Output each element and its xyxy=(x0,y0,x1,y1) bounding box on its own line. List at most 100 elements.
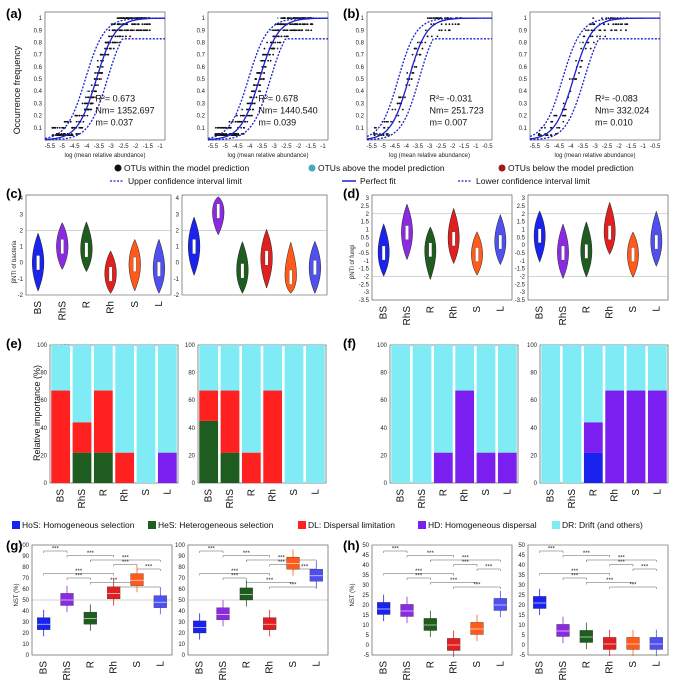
ytick-label: 0.5 xyxy=(34,77,43,83)
significance-stars: *** xyxy=(450,578,458,584)
otu-point xyxy=(146,29,149,32)
otu-point xyxy=(100,78,103,80)
otu-point xyxy=(143,23,146,26)
significance-stars: *** xyxy=(52,547,60,553)
otu-point xyxy=(142,29,145,32)
otu-point xyxy=(101,53,104,56)
significance-stars: *** xyxy=(629,583,637,589)
otu-point xyxy=(411,53,414,56)
box-L xyxy=(649,637,663,650)
ytick-label: 0.7 xyxy=(34,53,43,59)
otu-point xyxy=(106,53,109,56)
xtick-label: -4 xyxy=(404,144,410,150)
significance-bracket xyxy=(586,582,634,585)
otu-point xyxy=(607,23,610,26)
otu-point xyxy=(587,29,590,32)
ytick-label: 100 xyxy=(185,343,196,349)
significance-bracket xyxy=(562,555,610,558)
otu-point xyxy=(260,78,263,80)
otu-point xyxy=(295,23,298,26)
otu-point xyxy=(97,84,99,87)
bar-segment-DL xyxy=(72,422,92,453)
otu-point xyxy=(421,47,424,50)
otu-point xyxy=(619,23,622,26)
xtick-label: -5.5 xyxy=(530,144,541,150)
significance-bracket xyxy=(269,586,317,589)
otu-point xyxy=(259,90,262,93)
xtick-label: -0.5 xyxy=(650,144,661,150)
legend-perfect-label: Perfect fit xyxy=(360,176,397,186)
otu-point xyxy=(91,102,93,105)
otu-point xyxy=(255,96,258,99)
xtick-label: -5 xyxy=(222,144,228,150)
significance-stars: *** xyxy=(618,556,626,562)
bar-segment-DL xyxy=(199,390,219,421)
otu-point xyxy=(144,29,147,32)
ytick-label: 60 xyxy=(40,398,47,404)
otu-point xyxy=(424,29,427,32)
xtick-label: -1 xyxy=(640,144,646,150)
confidence-limit-line xyxy=(367,38,492,141)
ytick-label: 3 xyxy=(176,212,180,218)
x-axis-label: log (mean relative abundance) xyxy=(554,153,635,159)
otu-point xyxy=(262,78,265,80)
otu-point xyxy=(438,29,441,32)
violin-box-L xyxy=(498,234,503,250)
bar-segment-DR xyxy=(93,345,113,391)
ytick-label: 0.1 xyxy=(34,126,43,132)
otu-point xyxy=(240,108,243,111)
otu-point xyxy=(580,47,583,50)
violin-box-RhS xyxy=(405,225,409,240)
otu-point xyxy=(121,35,124,38)
violin-box-RhS xyxy=(561,245,565,261)
xtick-label: -4 xyxy=(84,144,90,150)
group-label: S xyxy=(132,661,143,668)
significance-stars: *** xyxy=(415,574,423,580)
significance-bracket xyxy=(406,577,431,580)
otu-point xyxy=(266,41,269,44)
ytick-label: -2.5 xyxy=(515,282,526,288)
significance-stars: *** xyxy=(122,556,130,562)
bar-segment-HeS xyxy=(199,420,219,483)
otu-point xyxy=(61,126,63,129)
legend-hes-swatch xyxy=(148,521,156,529)
group-label: RhS xyxy=(558,661,569,681)
group-label: S xyxy=(141,489,152,496)
otu-point xyxy=(274,41,277,44)
otu-point xyxy=(246,120,249,123)
r2-value: R²= -0.031 xyxy=(430,94,473,104)
otu-point xyxy=(386,133,389,135)
otu-point xyxy=(278,41,281,44)
ytick-label: 0 xyxy=(366,643,370,649)
ytick-label: 100 xyxy=(37,343,48,349)
bar-segment-DL xyxy=(220,390,240,453)
significance-stars: *** xyxy=(75,569,83,575)
otu-point xyxy=(108,29,111,32)
ytick-label: 4 xyxy=(20,196,24,202)
box-Rh xyxy=(263,617,277,630)
group-label: BS xyxy=(546,489,557,503)
otu-point xyxy=(610,29,613,32)
otu-point xyxy=(131,23,134,26)
xtick-label: -5 xyxy=(59,144,65,150)
group-label: L xyxy=(502,489,513,495)
otu-point xyxy=(562,102,565,105)
xtick-label: -1.5 xyxy=(459,144,470,150)
box-S xyxy=(626,637,640,650)
otu-point xyxy=(306,23,309,26)
violin-box-L xyxy=(157,261,161,277)
otu-point xyxy=(550,120,553,123)
y-axis-label-nst-h: NST (%) xyxy=(350,584,356,607)
ytick-label: 100 xyxy=(19,543,30,549)
ytick-label: 20 xyxy=(40,453,47,459)
ytick-label: 1.5 xyxy=(361,220,370,226)
otu-point xyxy=(398,120,401,123)
ytick-label: 0 xyxy=(366,243,370,249)
otu-point xyxy=(279,23,282,26)
xtick-label: -3.5 xyxy=(257,144,268,150)
ytick-label: -2 xyxy=(18,293,24,299)
ytick-label: -3.5 xyxy=(515,298,526,304)
otu-point xyxy=(625,23,628,26)
otu-point xyxy=(591,29,593,32)
group-label: L xyxy=(310,489,321,495)
